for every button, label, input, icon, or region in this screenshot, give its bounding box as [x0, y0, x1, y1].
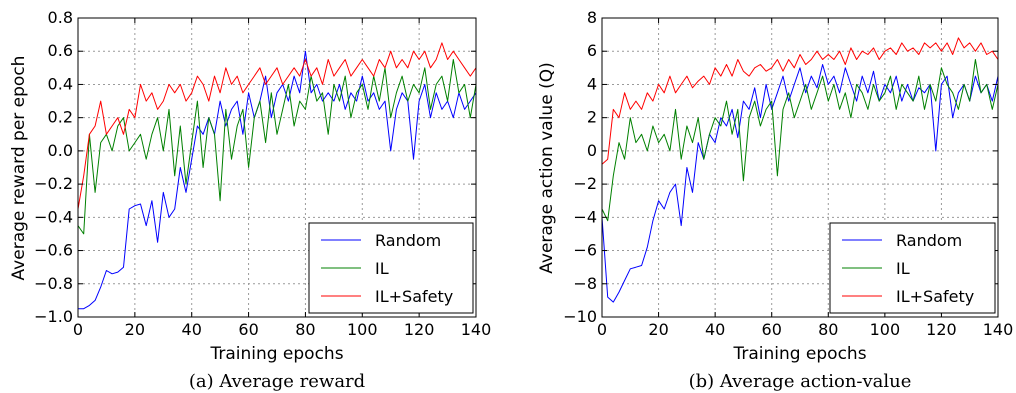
chart-panel-a: 0 20 40 60 80 100 120 140 −1.0−0.8−0.6−0.4−0.20… [9, 8, 491, 392]
y-tick-label: −0.2 [34, 174, 73, 193]
x-tick-label: 0 [73, 320, 83, 339]
legend-label: Random [375, 231, 441, 250]
x-tick-label: 20 [648, 320, 668, 339]
x-tick-label: 20 [125, 320, 145, 339]
x-tick-label: 140 [461, 320, 492, 339]
y-axis-label-a: Average reward per epoch [9, 56, 29, 281]
y-tick-label: 0.8 [48, 8, 73, 27]
y-tick-label: 0 [587, 141, 597, 160]
x-ticks-a: 0 20 40 60 80 100 120 140 [73, 18, 491, 339]
y-axis-label-b: Average action value (Q) [537, 62, 557, 273]
x-axis-label-b: Training epochs [732, 344, 866, 364]
x-tick-label: 100 [347, 320, 378, 339]
x-tick-label: 60 [762, 320, 782, 339]
x-ticks-b: 0 20 40 60 80 100 120 140 [597, 18, 1013, 339]
legend-a: Random IL IL+Safety [308, 222, 474, 314]
y-tick-label: −6 [573, 241, 597, 260]
caption-a: (a) Average reward [189, 371, 365, 392]
plot-frame-a [77, 17, 477, 318]
series-group-b [601, 37, 999, 303]
legend-label: Random [896, 231, 962, 250]
y-tick-label: −10 [563, 307, 597, 326]
y-tick-label: −8 [573, 274, 597, 293]
series-group-a [77, 42, 477, 310]
x-tick-label: 120 [926, 320, 957, 339]
legend-label: IL+Safety [896, 287, 974, 306]
x-tick-label: 80 [295, 320, 315, 339]
series-line-il-safety [77, 42, 477, 210]
y-tick-label: 4 [587, 74, 597, 93]
plot-frame-b [601, 17, 999, 318]
legend-label: IL [896, 259, 910, 278]
x-tick-label: 0 [597, 320, 607, 339]
legend-label: IL+Safety [375, 287, 453, 306]
y-tick-label: 0.0 [48, 141, 73, 160]
y-tick-label: 0.6 [48, 41, 73, 60]
y-tick-label: 0.4 [48, 74, 73, 93]
x-tick-label: 40 [705, 320, 725, 339]
y-tick-label: −2 [573, 174, 597, 193]
series-line-random [601, 64, 999, 303]
x-tick-label: 60 [238, 320, 258, 339]
y-ticks-b: −10 −8 −6 −4 −2 0 2 4 6 8 [563, 8, 998, 326]
y-tick-label: −1.0 [34, 307, 73, 326]
x-tick-label: 120 [404, 320, 435, 339]
x-axis-label-a: Training epochs [209, 344, 343, 364]
legend-label: IL [375, 259, 389, 278]
legend-b: Random IL IL+Safety [829, 222, 996, 314]
series-line-random [78, 50, 477, 310]
chart-panel-b: 0 20 40 60 80 100 120 140 −10 −8 −6 −4 −2 0 2 4 6 8 Trai… [537, 8, 1013, 392]
x-tick-label: 140 [983, 320, 1014, 339]
x-tick-label: 100 [870, 320, 901, 339]
series-line-il [601, 59, 999, 222]
y-tick-label: 0.2 [48, 108, 73, 127]
y-ticks-a: −1.0 −0.8 −0.6 −0.4 −0.2 0.0 0.2 0.4 0.6 0.8 [34, 8, 476, 326]
y-tick-label: 6 [587, 41, 597, 60]
y-tick-label: −0.8 [34, 274, 73, 293]
caption-b: (b) Average action-value [689, 371, 912, 392]
x-tick-label: 80 [818, 320, 838, 339]
y-tick-label: 8 [587, 8, 597, 27]
y-tick-label: 2 [587, 108, 597, 127]
y-tick-label: −4 [573, 207, 597, 226]
series-line-il [77, 59, 477, 235]
y-tick-label: −0.4 [34, 207, 73, 226]
y-tick-label: −0.6 [34, 241, 73, 260]
series-line-il-safety [601, 37, 999, 165]
x-tick-label: 40 [182, 320, 202, 339]
